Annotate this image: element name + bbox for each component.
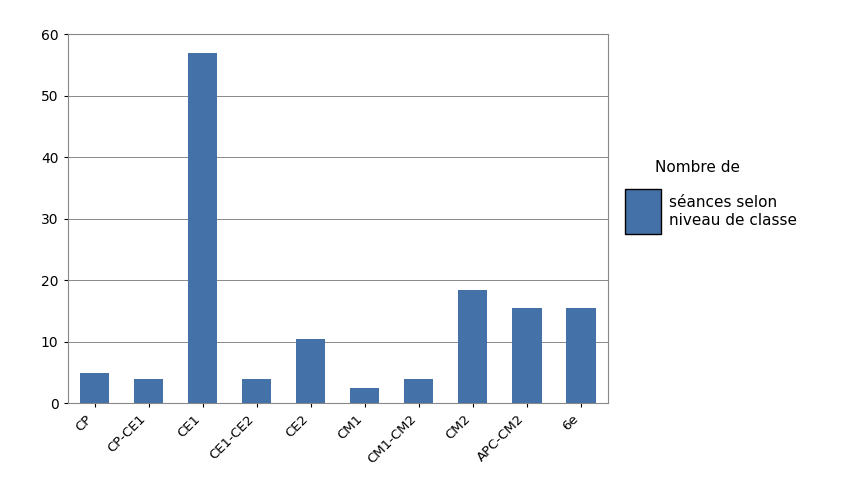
Bar — [79, 373, 110, 403]
Bar — [511, 308, 542, 403]
Text: séances selon
niveau de classe: séances selon niveau de classe — [669, 195, 797, 228]
Text: Nombre de: Nombre de — [655, 160, 740, 175]
Bar — [565, 308, 596, 403]
Bar — [133, 379, 164, 403]
Bar — [349, 388, 380, 403]
Bar — [241, 379, 272, 403]
Bar — [295, 339, 326, 403]
Bar — [403, 379, 434, 403]
FancyBboxPatch shape — [625, 189, 661, 234]
Bar — [457, 290, 488, 403]
Bar — [187, 53, 218, 403]
